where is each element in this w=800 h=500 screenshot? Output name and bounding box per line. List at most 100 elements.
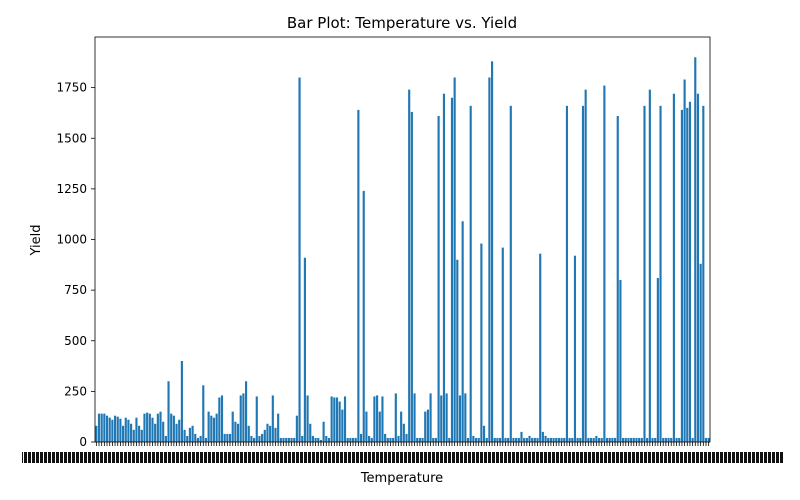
bar — [301, 435, 304, 442]
y-tick-label: 250 — [64, 384, 87, 398]
bar — [418, 437, 421, 442]
y-tick-label: 1750 — [56, 81, 87, 95]
bar — [148, 413, 151, 442]
bar — [199, 435, 202, 442]
bar — [250, 435, 253, 442]
bar — [646, 437, 649, 442]
bar — [651, 437, 654, 442]
y-tick-label: 750 — [64, 283, 87, 297]
bar — [624, 437, 627, 442]
bar — [635, 437, 638, 442]
bar — [466, 437, 470, 442]
bar — [293, 437, 296, 442]
x-axis-label: Temperature — [360, 471, 443, 486]
bar — [622, 437, 625, 442]
bar — [132, 429, 135, 442]
bar — [253, 437, 256, 442]
bar — [138, 425, 141, 442]
bar — [151, 417, 154, 442]
bar — [445, 393, 448, 442]
bar — [103, 413, 106, 442]
bar — [330, 396, 333, 442]
bar — [656, 277, 659, 442]
bar — [362, 190, 365, 442]
bar — [458, 395, 462, 442]
bar — [287, 437, 290, 442]
bar — [100, 413, 103, 442]
bar — [119, 418, 122, 442]
bar — [499, 437, 502, 442]
bar — [507, 437, 510, 442]
bar — [317, 437, 320, 442]
bar — [434, 437, 437, 442]
y-axis: 0 250 500 750 1000 1250 1500 1750 — [56, 81, 95, 449]
bar — [627, 437, 630, 442]
bar — [274, 427, 277, 442]
bar — [557, 437, 560, 442]
bar — [528, 435, 531, 442]
bar — [643, 105, 646, 442]
bar — [509, 105, 512, 442]
bar — [539, 253, 542, 442]
bar — [533, 437, 536, 442]
bar — [306, 395, 309, 442]
bar — [228, 433, 232, 442]
bar — [255, 396, 258, 442]
bar — [638, 437, 641, 442]
bar — [432, 437, 435, 442]
bar — [426, 409, 429, 442]
bar — [327, 437, 331, 442]
bar — [683, 79, 686, 443]
bar — [696, 93, 700, 442]
bar — [154, 423, 157, 442]
bar — [183, 429, 186, 442]
bar — [547, 437, 550, 442]
bar — [351, 437, 355, 442]
bar — [675, 437, 678, 442]
bar — [450, 97, 454, 442]
bar — [113, 415, 117, 442]
bar — [394, 393, 397, 442]
bar — [680, 109, 683, 443]
bar — [440, 395, 443, 442]
bar — [707, 437, 710, 442]
y-tick-label: 1500 — [56, 131, 87, 145]
bar — [365, 411, 368, 443]
bar — [247, 425, 250, 442]
bar — [143, 413, 146, 442]
bar — [97, 413, 101, 442]
bar — [453, 77, 456, 442]
bar — [130, 423, 133, 442]
bar — [266, 423, 269, 442]
bar — [664, 437, 667, 442]
bar — [322, 421, 325, 442]
bar — [204, 437, 208, 442]
bar — [686, 107, 689, 443]
bar — [239, 395, 242, 442]
bar — [579, 437, 582, 442]
bar — [378, 411, 381, 443]
bar — [603, 85, 606, 442]
bar — [573, 255, 577, 442]
bar — [226, 433, 229, 442]
bar — [186, 435, 189, 442]
chart-title: Bar Plot: Temperature vs. Yield — [287, 14, 517, 32]
bar — [469, 105, 472, 442]
bar — [368, 435, 371, 442]
bar — [614, 437, 617, 442]
bar — [597, 437, 601, 442]
bar — [319, 439, 323, 442]
bar — [164, 435, 167, 442]
bar — [485, 437, 488, 442]
bar — [410, 111, 413, 443]
bar — [619, 280, 622, 442]
bar — [381, 396, 384, 442]
bar — [576, 437, 579, 442]
bar — [493, 437, 496, 442]
bar — [552, 437, 555, 442]
bar — [122, 425, 125, 442]
bar — [600, 437, 603, 442]
bar — [589, 437, 593, 442]
bar — [592, 437, 595, 442]
